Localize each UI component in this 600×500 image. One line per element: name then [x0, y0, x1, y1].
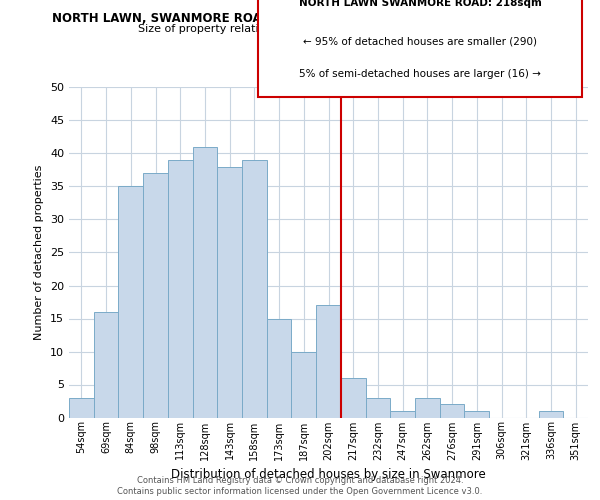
X-axis label: Distribution of detached houses by size in Swanmore: Distribution of detached houses by size … — [171, 468, 486, 481]
Bar — [217, 166, 242, 418]
Bar — [94, 312, 118, 418]
Text: 5% of semi-detached houses are larger (16) →: 5% of semi-detached houses are larger (1… — [299, 69, 541, 79]
Bar — [69, 398, 94, 417]
Bar — [267, 318, 292, 418]
Bar — [143, 174, 168, 418]
Bar — [390, 411, 415, 418]
Y-axis label: Number of detached properties: Number of detached properties — [34, 165, 44, 340]
Bar — [365, 398, 390, 417]
Text: ← 95% of detached houses are smaller (290): ← 95% of detached houses are smaller (29… — [303, 36, 537, 46]
Text: NORTH LAWN SWANMORE ROAD: 218sqm: NORTH LAWN SWANMORE ROAD: 218sqm — [299, 0, 542, 8]
Bar — [341, 378, 365, 418]
Bar — [316, 306, 341, 418]
Bar — [464, 411, 489, 418]
Bar — [292, 352, 316, 418]
Text: Contains HM Land Registry data © Crown copyright and database right 2024.: Contains HM Land Registry data © Crown c… — [137, 476, 463, 485]
Text: Contains public sector information licensed under the Open Government Licence v3: Contains public sector information licen… — [118, 487, 482, 496]
Text: Size of property relative to detached houses in Swanmore: Size of property relative to detached ho… — [138, 24, 462, 34]
Bar — [415, 398, 440, 417]
Bar — [168, 160, 193, 417]
Bar — [539, 411, 563, 418]
Bar — [242, 160, 267, 417]
Bar — [440, 404, 464, 417]
Bar — [193, 147, 217, 417]
Bar — [118, 186, 143, 418]
Text: NORTH LAWN, SWANMORE ROAD, SWANMORE, SOUTHAMPTON, SO32 2QH: NORTH LAWN, SWANMORE ROAD, SWANMORE, SOU… — [52, 12, 548, 26]
